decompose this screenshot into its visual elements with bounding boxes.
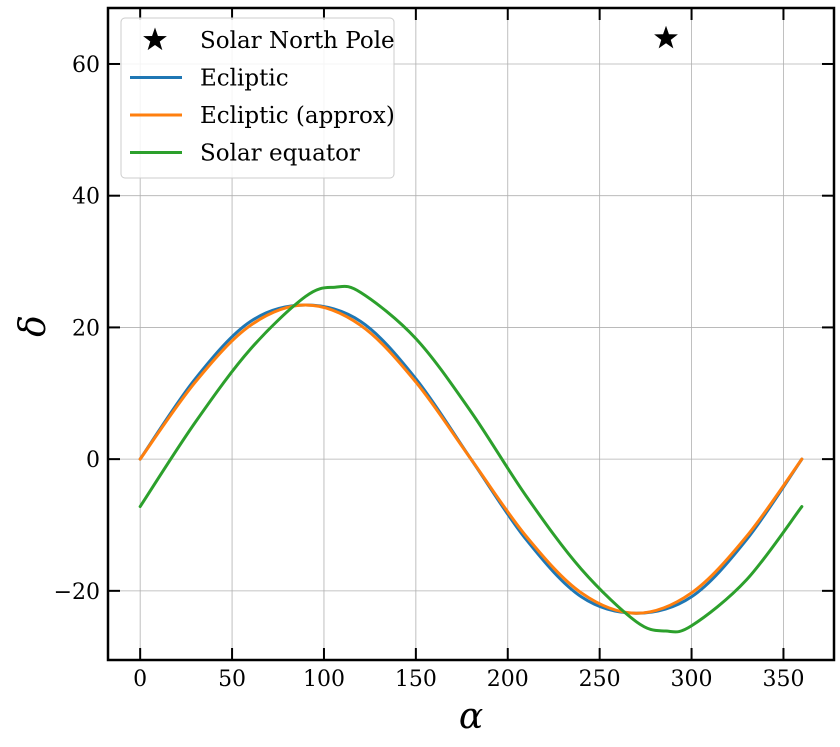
series-line-ecliptic-approx bbox=[138, 303, 804, 615]
legend-label-solar-north-pole: Solar North Pole bbox=[200, 28, 395, 54]
legend-label-ecliptic-approx: Ecliptic (approx) bbox=[200, 103, 395, 129]
x-tick-label: 150 bbox=[395, 667, 437, 692]
x-tick-label: 50 bbox=[218, 667, 246, 692]
series-layer bbox=[138, 284, 804, 634]
point-solar-north-pole-star bbox=[654, 25, 678, 49]
y-tick-label: 0 bbox=[86, 448, 100, 473]
y-tick-labels: −20 0 20 40 60 bbox=[54, 53, 100, 605]
x-axis-label: α bbox=[459, 696, 483, 737]
legend-entries: Solar North Pole Ecliptic Ecliptic (approx… bbox=[130, 27, 395, 167]
legend-marker-solar-north-pole bbox=[143, 27, 167, 51]
x-tick-label: 0 bbox=[133, 667, 147, 692]
x-tick-label: 350 bbox=[762, 667, 804, 692]
x-tick-label: 250 bbox=[579, 667, 621, 692]
ticks bbox=[108, 8, 834, 660]
points-layer bbox=[654, 25, 678, 49]
plot-frame bbox=[106, 6, 836, 662]
x-tick-label: 100 bbox=[303, 667, 345, 692]
legend: Solar North Pole Ecliptic Ecliptic (approx… bbox=[120, 17, 395, 179]
legend-label-solar-equator: Solar equator bbox=[200, 141, 360, 167]
x-tick-label: 300 bbox=[671, 667, 713, 692]
y-tick-label: 40 bbox=[72, 185, 100, 210]
legend-label-ecliptic: Ecliptic bbox=[200, 66, 289, 92]
y-tick-label: 60 bbox=[72, 53, 100, 78]
x-tick-label: 200 bbox=[487, 667, 529, 692]
legend-box bbox=[120, 17, 395, 179]
series-line-solar-equator bbox=[138, 284, 804, 634]
y-tick-label: −20 bbox=[54, 580, 100, 605]
y-axis-label: δ bbox=[13, 315, 54, 337]
x-tick-labels: 0 50 100 150 200 250 300 350 bbox=[133, 667, 804, 692]
y-tick-label: 20 bbox=[72, 316, 100, 341]
